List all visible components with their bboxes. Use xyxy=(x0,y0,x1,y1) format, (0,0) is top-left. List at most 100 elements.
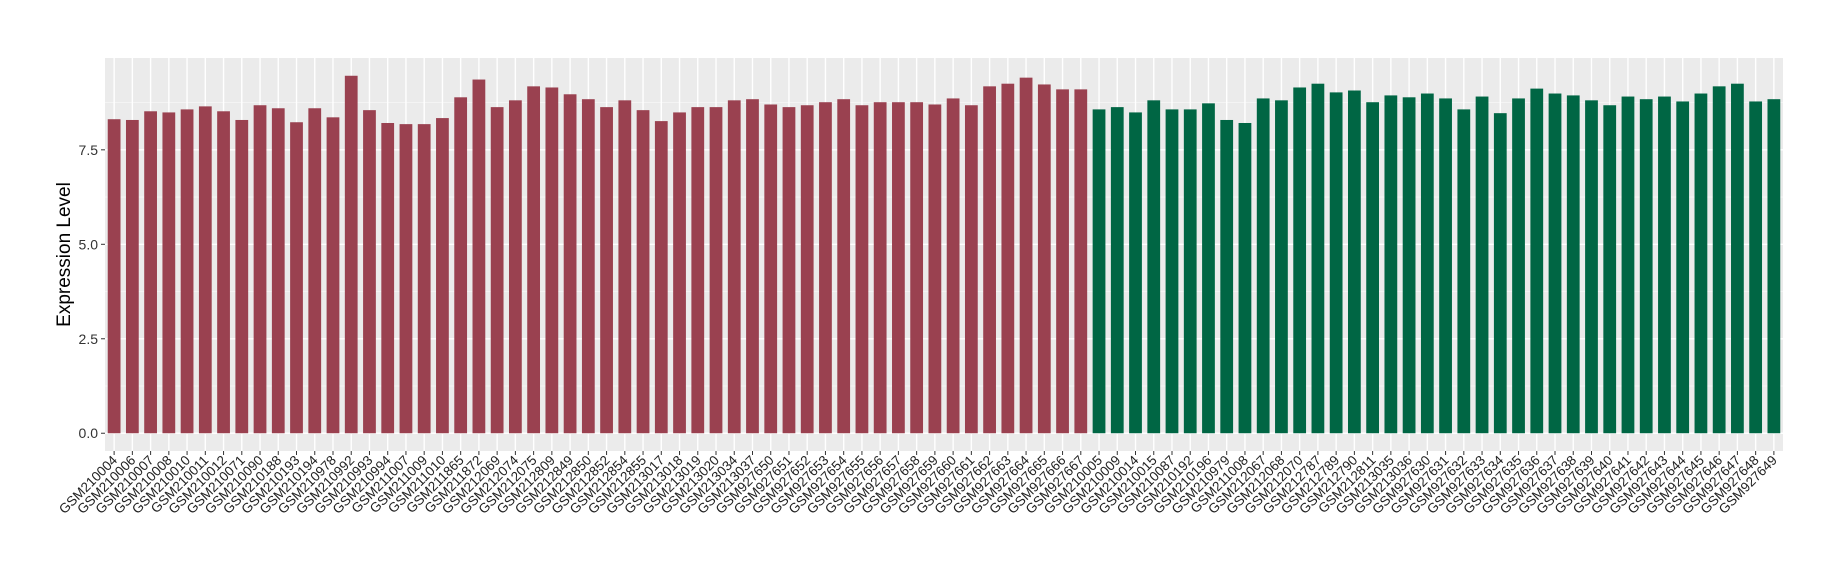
bar-GSM213019 xyxy=(691,107,705,434)
y-tick-label: 5.0 xyxy=(79,236,99,252)
bar-GSM212069 xyxy=(490,107,504,434)
bar-GSM927634 xyxy=(1493,113,1507,434)
x-axis: GSM210004GSM210006GSM210007GSM210008GSM2… xyxy=(56,451,1780,517)
bar-GSM927663 xyxy=(1001,83,1015,434)
bars xyxy=(107,75,1781,434)
bar-GSM927639 xyxy=(1585,100,1598,434)
bar-GSM210979 xyxy=(1220,119,1234,434)
bar-GSM927650 xyxy=(764,104,778,434)
bar-GSM213034 xyxy=(727,100,741,434)
bar-GSM212787 xyxy=(1311,83,1325,434)
bar-GSM927640 xyxy=(1603,105,1617,434)
bar-GSM210188 xyxy=(271,108,285,434)
y-tick-label: 2.5 xyxy=(79,331,99,347)
bar-GSM927654 xyxy=(837,99,851,434)
bar-GSM212790 xyxy=(1347,90,1361,434)
bar-GSM927655 xyxy=(855,105,869,434)
bar-GSM210012 xyxy=(217,111,230,434)
bar-GSM210194 xyxy=(308,108,322,434)
bar-GSM210994 xyxy=(381,122,395,434)
bar-GSM210993 xyxy=(363,110,376,434)
bar-GSM927664 xyxy=(1019,77,1033,434)
bar-GSM927661 xyxy=(964,105,978,434)
y-axis: 0.0 2.5 5.0 7.5 xyxy=(79,142,105,441)
bar-GSM927632 xyxy=(1457,109,1471,434)
bar-GSM211009 xyxy=(417,124,431,434)
bar-GSM212068 xyxy=(1275,100,1288,434)
bar-GSM211007 xyxy=(399,124,413,434)
bar-GSM210015 xyxy=(1147,100,1161,434)
bar-GSM927647 xyxy=(1731,83,1744,434)
bar-GSM212075 xyxy=(527,86,541,434)
bar-GSM213017 xyxy=(654,121,668,434)
bar-GSM210071 xyxy=(235,119,249,434)
bar-GSM213020 xyxy=(709,107,723,434)
bar-GSM212789 xyxy=(1329,92,1343,434)
bar-GSM212809 xyxy=(545,87,559,434)
bar-GSM927643 xyxy=(1658,96,1671,434)
bar-GSM927645 xyxy=(1694,93,1708,434)
bar-GSM212067 xyxy=(1256,98,1270,434)
bar-GSM212849 xyxy=(563,94,577,434)
bar-GSM927649 xyxy=(1767,99,1781,434)
bar-GSM212811 xyxy=(1366,102,1380,434)
bar-GSM927631 xyxy=(1439,98,1452,434)
bar-GSM927667 xyxy=(1074,89,1088,434)
bar-GSM212854 xyxy=(618,100,632,434)
bar-GSM210193 xyxy=(290,122,303,434)
bar-GSM927659 xyxy=(928,104,942,434)
bar-GSM210010 xyxy=(180,109,194,434)
bar-GSM211008 xyxy=(1238,122,1252,434)
bar-GSM212850 xyxy=(581,99,595,434)
bar-GSM213035 xyxy=(1384,95,1398,434)
bar-GSM210978 xyxy=(326,117,340,434)
bar-GSM927637 xyxy=(1548,93,1562,434)
bar-GSM210196 xyxy=(1202,103,1215,434)
bar-GSM213036 xyxy=(1402,97,1416,434)
bar-GSM212070 xyxy=(1293,87,1307,434)
bar-GSM210008 xyxy=(162,112,176,434)
bar-GSM211010 xyxy=(436,118,449,434)
bar-GSM927636 xyxy=(1530,88,1544,434)
y-tick-label: 7.5 xyxy=(79,142,99,158)
bar-GSM927666 xyxy=(1056,89,1069,434)
bar-GSM210087 xyxy=(1165,109,1179,434)
bar-GSM927660 xyxy=(946,98,960,434)
y-axis-title: Expression Level xyxy=(54,182,75,327)
y-tick-label: 0.0 xyxy=(79,425,99,441)
bar-GSM927651 xyxy=(782,107,796,434)
bar-GSM213018 xyxy=(673,112,686,434)
bar-GSM927662 xyxy=(983,86,996,434)
bar-GSM927646 xyxy=(1712,86,1726,434)
bar-GSM927653 xyxy=(819,102,832,434)
bar-GSM210192 xyxy=(1183,109,1197,434)
bar-GSM927630 xyxy=(1420,93,1434,434)
bar-GSM210090 xyxy=(253,105,267,434)
bar-GSM927657 xyxy=(892,102,905,434)
bar-GSM210007 xyxy=(144,111,157,434)
bar-GSM927644 xyxy=(1676,101,1690,434)
bar-GSM212852 xyxy=(600,107,613,434)
bar-GSM210005 xyxy=(1092,109,1106,434)
bar-GSM927658 xyxy=(910,102,924,434)
bar-GSM927648 xyxy=(1749,101,1763,434)
bar-GSM927638 xyxy=(1566,95,1580,434)
bar-GSM210992 xyxy=(344,75,358,434)
bar-GSM927641 xyxy=(1621,96,1635,434)
bar-GSM210006 xyxy=(125,119,139,434)
bar-GSM212855 xyxy=(636,110,650,434)
bar-GSM927642 xyxy=(1639,99,1653,434)
bar-GSM210009 xyxy=(1110,107,1124,434)
bar-GSM927635 xyxy=(1512,98,1525,434)
bar-GSM212074 xyxy=(508,100,522,434)
bar-GSM210011 xyxy=(198,106,212,434)
bar-GSM211872 xyxy=(472,79,486,434)
bar-GSM927656 xyxy=(873,102,887,434)
bar-GSM210014 xyxy=(1129,112,1142,434)
bar-GSM927652 xyxy=(800,105,814,434)
bar-GSM213037 xyxy=(746,99,759,434)
bar-GSM211865 xyxy=(454,97,468,434)
bar-GSM927633 xyxy=(1475,96,1489,434)
bar-GSM210004 xyxy=(107,119,121,434)
